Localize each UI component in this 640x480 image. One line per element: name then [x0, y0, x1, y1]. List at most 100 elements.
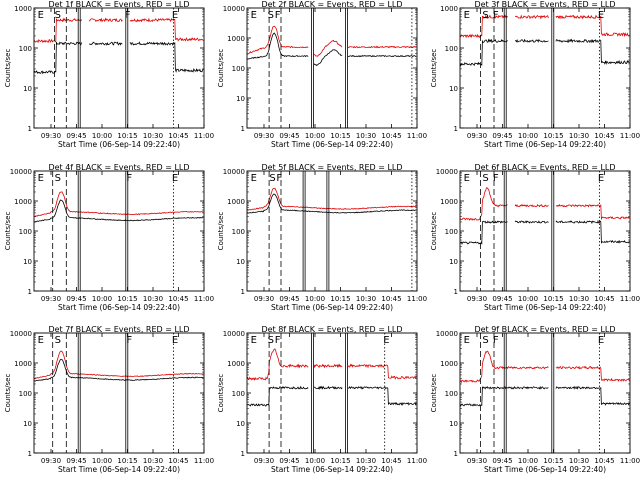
y-tick-label: 1000: [227, 35, 245, 43]
series-line-lld: [33, 191, 204, 218]
y-tick-label: 1: [241, 288, 245, 296]
x-tick-label: 09:30: [254, 295, 274, 303]
series-line-events: [459, 219, 630, 246]
x-tick-label: 10:00: [92, 457, 112, 465]
y-tick-label: 100: [232, 65, 245, 73]
y-axis-label: Counts/sec: [430, 374, 438, 413]
x-tick-label: 10:30: [569, 132, 589, 140]
series-line-events: [246, 193, 417, 214]
x-axis-label: Start Time (06-Sep-14 09:22:40): [271, 303, 393, 312]
chart-panel-3: Det 3f BLACK = Events, RED = LLD Counts/s…: [430, 0, 640, 149]
y-tick-label: 1: [28, 125, 32, 133]
event-marker-label: E: [464, 10, 470, 21]
y-tick-label: 10000: [223, 5, 245, 13]
x-axis-label: Start Time (06-Sep-14 09:22:40): [271, 140, 393, 149]
series-line-lld: [33, 350, 204, 379]
x-tick-label: 09:30: [41, 457, 61, 465]
y-axis-label: Counts/sec: [217, 374, 225, 413]
event-marker-label: E: [172, 10, 178, 21]
x-tick-label: 10:00: [518, 132, 538, 140]
x-tick-label: 11:00: [407, 457, 427, 465]
event-marker-label: E: [38, 173, 44, 184]
x-tick-label: 09:30: [254, 132, 274, 140]
event-marker-label: E: [172, 335, 178, 346]
x-axis-label: Start Time (06-Sep-14 09:22:40): [58, 465, 180, 474]
event-marker-label: E: [383, 335, 389, 346]
y-tick-label: 100: [445, 45, 458, 53]
y-tick-label: 100: [19, 390, 32, 398]
event-marker-label: F: [276, 173, 282, 184]
x-tick-label: 11:00: [194, 132, 214, 140]
x-tick-label: 10:00: [305, 132, 325, 140]
y-tick-label: 10: [236, 420, 245, 428]
x-tick-label: 10:15: [117, 132, 137, 140]
plot-frame: [33, 7, 205, 129]
x-tick-label: 09:45: [492, 457, 512, 465]
event-marker-label: E: [251, 335, 257, 346]
x-tick-label: 09:45: [66, 132, 86, 140]
event-marker-label: E: [464, 173, 470, 184]
y-tick-label: 100: [445, 390, 458, 398]
chart-panel-4: Det 4f BLACK = Events, RED = LLD Counts/s…: [4, 163, 214, 312]
chart-panel-9: Det 9f BLACK = Events, RED = LLD Counts/s…: [430, 325, 640, 474]
series-line-lld: [459, 14, 630, 39]
event-marker-label: F: [493, 173, 499, 184]
y-tick-label: 10: [449, 85, 458, 93]
y-tick-label: 10000: [223, 330, 245, 338]
y-tick-label: 1000: [227, 198, 245, 206]
series-line-events: [33, 358, 204, 382]
event-marker-label: F: [275, 335, 281, 346]
y-tick-label: 1: [454, 450, 458, 458]
y-tick-label: 100: [19, 45, 32, 53]
event-marker-label: S: [268, 335, 274, 346]
event-marker-label: F: [493, 10, 499, 21]
y-axis-label: Counts/sec: [4, 212, 12, 251]
y-tick-label: 1: [28, 288, 32, 296]
event-marker-label: E: [172, 173, 178, 184]
x-tick-label: 10:00: [92, 132, 112, 140]
x-tick-label: 10:00: [518, 295, 538, 303]
event-marker-label: E: [464, 335, 470, 346]
chart-title: Det 6f BLACK = Events, RED = LLD: [474, 163, 615, 172]
x-tick-label: 10:30: [143, 132, 163, 140]
chart-panel-5: Det 5f BLACK = Events, RED = LLD Counts/s…: [217, 163, 427, 312]
chart-title: Det 4f BLACK = Events, RED = LLD: [48, 163, 189, 172]
y-tick-label: 10: [23, 85, 32, 93]
event-marker-label: E: [598, 335, 604, 346]
x-tick-label: 10:15: [543, 457, 563, 465]
series-line-lld: [246, 187, 417, 211]
event-marker-label: F: [493, 335, 499, 346]
y-tick-label: 10: [449, 258, 458, 266]
y-tick-label: 1: [28, 450, 32, 458]
y-tick-label: 10: [23, 258, 32, 266]
x-tick-label: 10:45: [381, 457, 401, 465]
y-tick-label: 1000: [14, 360, 32, 368]
event-marker-label: S: [55, 10, 61, 21]
x-tick-label: 09:45: [279, 457, 299, 465]
series-line-events: [459, 385, 630, 407]
x-tick-label: 11:00: [194, 457, 214, 465]
chart-panel-8: Det 8f BLACK = Events, RED = LLD Counts/s…: [217, 325, 427, 474]
event-marker-label: S: [55, 173, 61, 184]
x-tick-label: 09:45: [66, 457, 86, 465]
x-tick-label: 09:30: [467, 295, 487, 303]
x-tick-label: 11:00: [194, 295, 214, 303]
x-tick-label: 10:30: [356, 132, 376, 140]
x-tick-label: 11:00: [620, 132, 640, 140]
chart-title: Det 5f BLACK = Events, RED = LLD: [261, 163, 402, 172]
chart-title: Det 1f BLACK = Events, RED = LLD: [48, 0, 189, 9]
y-tick-label: 10: [23, 420, 32, 428]
event-marker-label: E: [598, 10, 604, 21]
y-tick-label: 100: [445, 228, 458, 236]
chart-panel-2: Det 2f BLACK = Events, RED = LLD Counts/s…: [217, 0, 427, 149]
y-tick-label: 10: [236, 95, 245, 103]
x-tick-label: 09:30: [41, 132, 61, 140]
x-tick-label: 09:45: [279, 295, 299, 303]
x-tick-label: 11:00: [620, 457, 640, 465]
x-tick-label: 10:45: [381, 295, 401, 303]
y-tick-label: 1: [241, 450, 245, 458]
series-line-events: [459, 38, 630, 67]
x-tick-label: 10:30: [356, 295, 376, 303]
y-tick-label: 10000: [223, 168, 245, 176]
